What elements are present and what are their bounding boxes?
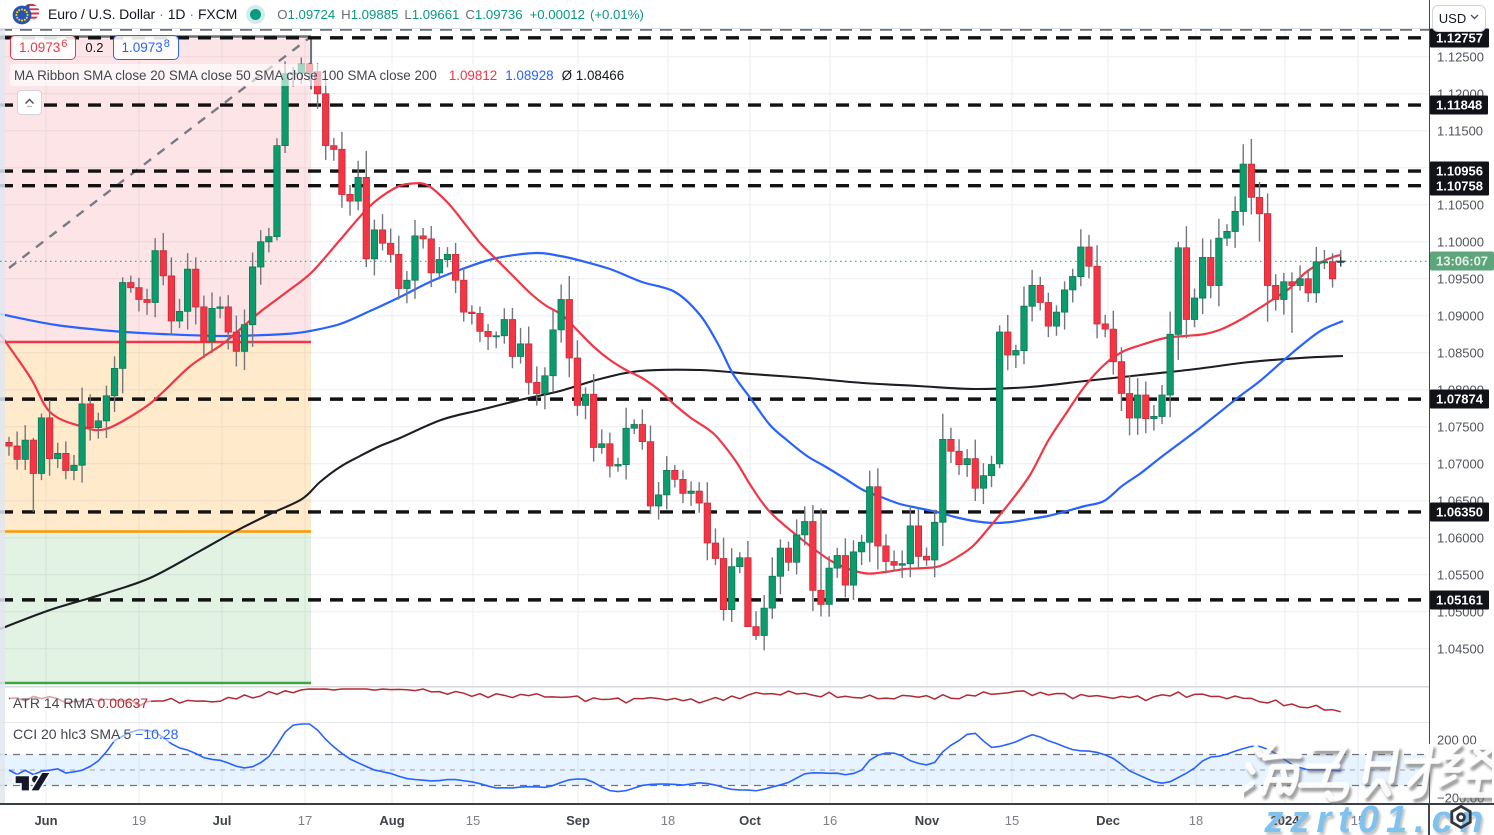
countdown-badge: 13:06:07: [1430, 251, 1494, 271]
gridlines: [0, 28, 1429, 803]
bid-ask-row: 1.0973 6 0.2 1.0973 8: [10, 34, 179, 60]
market-open-dot-icon[interactable]: [250, 8, 262, 20]
time-tick: 2024: [1270, 813, 1300, 828]
tradingview-logo[interactable]: [14, 771, 53, 797]
cci-legend[interactable]: CCI 20 hlc3 SMA 5 −10.28: [10, 726, 182, 742]
level-price-badge: 1.11848: [1430, 95, 1489, 115]
ma-ribbon-lines: [0, 181, 1344, 630]
sma100-line: [0, 251, 1344, 525]
price-tick: 1.11500: [1437, 123, 1484, 139]
price-tick: 1.04500: [1437, 641, 1484, 657]
atr-legend[interactable]: ATR 14 RMA 0.00637: [10, 695, 152, 711]
indicator-panes: [0, 688, 1429, 793]
price-tick: 1.06000: [1437, 530, 1484, 546]
time-scale[interactable]: Jun 19 Jul 17 Aug 15 Sep 18 Oct 16 Nov 15 Dec 18 2024 1…: [0, 803, 1494, 835]
time-tick: Dec: [1096, 813, 1120, 828]
level-price-badge: 1.06350: [1430, 502, 1489, 522]
time-tick: Aug: [379, 813, 405, 828]
candles-up: [21, 63, 1345, 636]
price-tick: 1.09000: [1437, 308, 1484, 324]
price-tick: 1.10000: [1437, 234, 1484, 250]
level-price-badge: 1.10956: [1430, 161, 1489, 181]
sma200-line: [0, 354, 1344, 630]
time-tick: 18: [660, 813, 676, 828]
position-zones[interactable]: [0, 35, 313, 685]
eu-flag-icon: [12, 5, 32, 25]
time-tick: 18: [1188, 813, 1204, 828]
ohlc-readout: O1.09724 H1.09885 L1.09661 C1.09736 +0.00012…: [277, 6, 644, 22]
eurusd-pair-icon: [11, 2, 41, 26]
axis-corner-border: [1428, 805, 1430, 835]
price-tick: 1.12500: [1437, 49, 1484, 65]
time-tick: 16: [822, 813, 838, 828]
price-tick: 1.08500: [1437, 345, 1484, 361]
price-tick: 1.10500: [1437, 197, 1484, 213]
price-tick: 1.05500: [1437, 567, 1484, 583]
ma-ribbon-legend[interactable]: MA Ribbon SMA close 20 SMA close 50 SMA …: [10, 64, 629, 86]
candle-wicks: [8, 57, 1342, 651]
symbol-title[interactable]: Euro / U.S. Dollar · 1D · FXCM: [48, 6, 238, 22]
cci-line: [8, 723, 1341, 793]
time-tick: 15: [1004, 813, 1020, 828]
level-price-badge: 1.12757: [1430, 28, 1489, 48]
zone-green: [0, 531, 312, 683]
chevron-down-icon: [1470, 14, 1479, 20]
time-tick: 15: [1350, 813, 1366, 828]
chart-toolbar: Euro / U.S. Dollar · 1D · FXCM O1.09724 H1.09…: [0, 0, 1429, 29]
legend-collapse-button[interactable]: [17, 90, 42, 115]
time-tick: Nov: [914, 813, 940, 828]
time-tick: Sep: [566, 813, 590, 828]
time-tick: 15: [465, 813, 481, 828]
chevron-up-icon: [24, 98, 35, 108]
atr-line: [8, 688, 1341, 713]
price-tick: 1.07000: [1437, 456, 1484, 472]
time-tick: 17: [297, 813, 313, 828]
sma20-line: [0, 181, 1342, 575]
bid-price-button[interactable]: 1.0973 6: [10, 34, 77, 60]
time-tick: Oct: [739, 813, 761, 828]
level-price-badge: 1.07874: [1430, 389, 1489, 409]
currency-selector-button[interactable]: USD: [1432, 5, 1486, 32]
candles-down: [5, 63, 1337, 636]
time-tick: 19: [131, 813, 147, 828]
price-tick: 1.07500: [1437, 419, 1484, 435]
ask-price-button[interactable]: 1.0973 8: [112, 34, 179, 60]
horizontal-levels[interactable]: [0, 28, 1429, 602]
level-price-badge: 1.10758: [1430, 176, 1489, 196]
spread-value: 0.2: [85, 39, 104, 55]
overlays: [0, 28, 1429, 803]
price-tick: 1.09500: [1437, 271, 1484, 287]
time-tick: Jul: [212, 813, 232, 828]
cci-tick-200: 200.00: [1437, 732, 1477, 748]
price-scale[interactable]: 1.125001.120001.115001.110001.105001.100…: [1429, 0, 1494, 806]
trendline-diagonal: [8, 35, 312, 269]
candles-layer: [5, 57, 1345, 651]
level-price-badge: 1.05161: [1430, 590, 1489, 610]
time-tick: Jun: [34, 813, 58, 828]
